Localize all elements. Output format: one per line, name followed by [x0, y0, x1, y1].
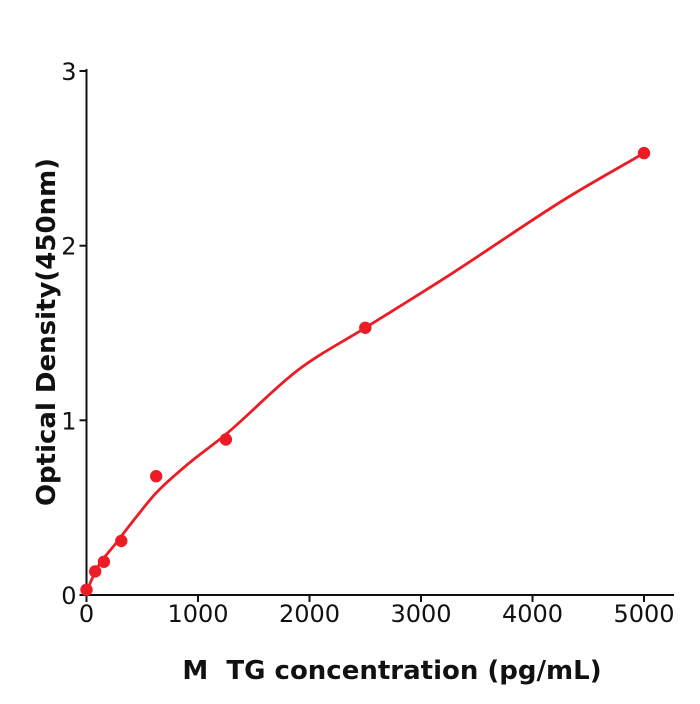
x-tick-label: 1000	[167, 600, 228, 628]
data-point	[80, 583, 93, 596]
data-point	[97, 555, 111, 568]
x-tick-label: 5000	[613, 600, 674, 628]
x-tick-label: 0	[79, 600, 94, 628]
axes: 0 1 2 3 0 1000 2000 3000 4000 5000	[61, 58, 674, 628]
data-points	[80, 146, 651, 596]
x-tick-label: 4000	[502, 600, 563, 628]
y-tick-label: 3	[61, 58, 76, 86]
data-point	[89, 565, 102, 578]
fit-curve-line	[85, 151, 646, 593]
data-point	[150, 470, 163, 483]
data-point	[219, 433, 233, 446]
y-tick-label: 0	[61, 582, 76, 610]
data-point	[359, 321, 372, 334]
x-tick-label: 3000	[390, 600, 451, 628]
y-axis-label: Optical Density(450nm)	[32, 158, 62, 506]
y-tick-label: 1	[61, 407, 76, 435]
y-tick-label: 2	[61, 233, 76, 261]
x-tick-label: 2000	[279, 600, 340, 628]
data-point	[637, 146, 651, 160]
data-point	[115, 534, 128, 548]
x-axis-label: M TG concentration (pg/mL)	[182, 656, 601, 686]
